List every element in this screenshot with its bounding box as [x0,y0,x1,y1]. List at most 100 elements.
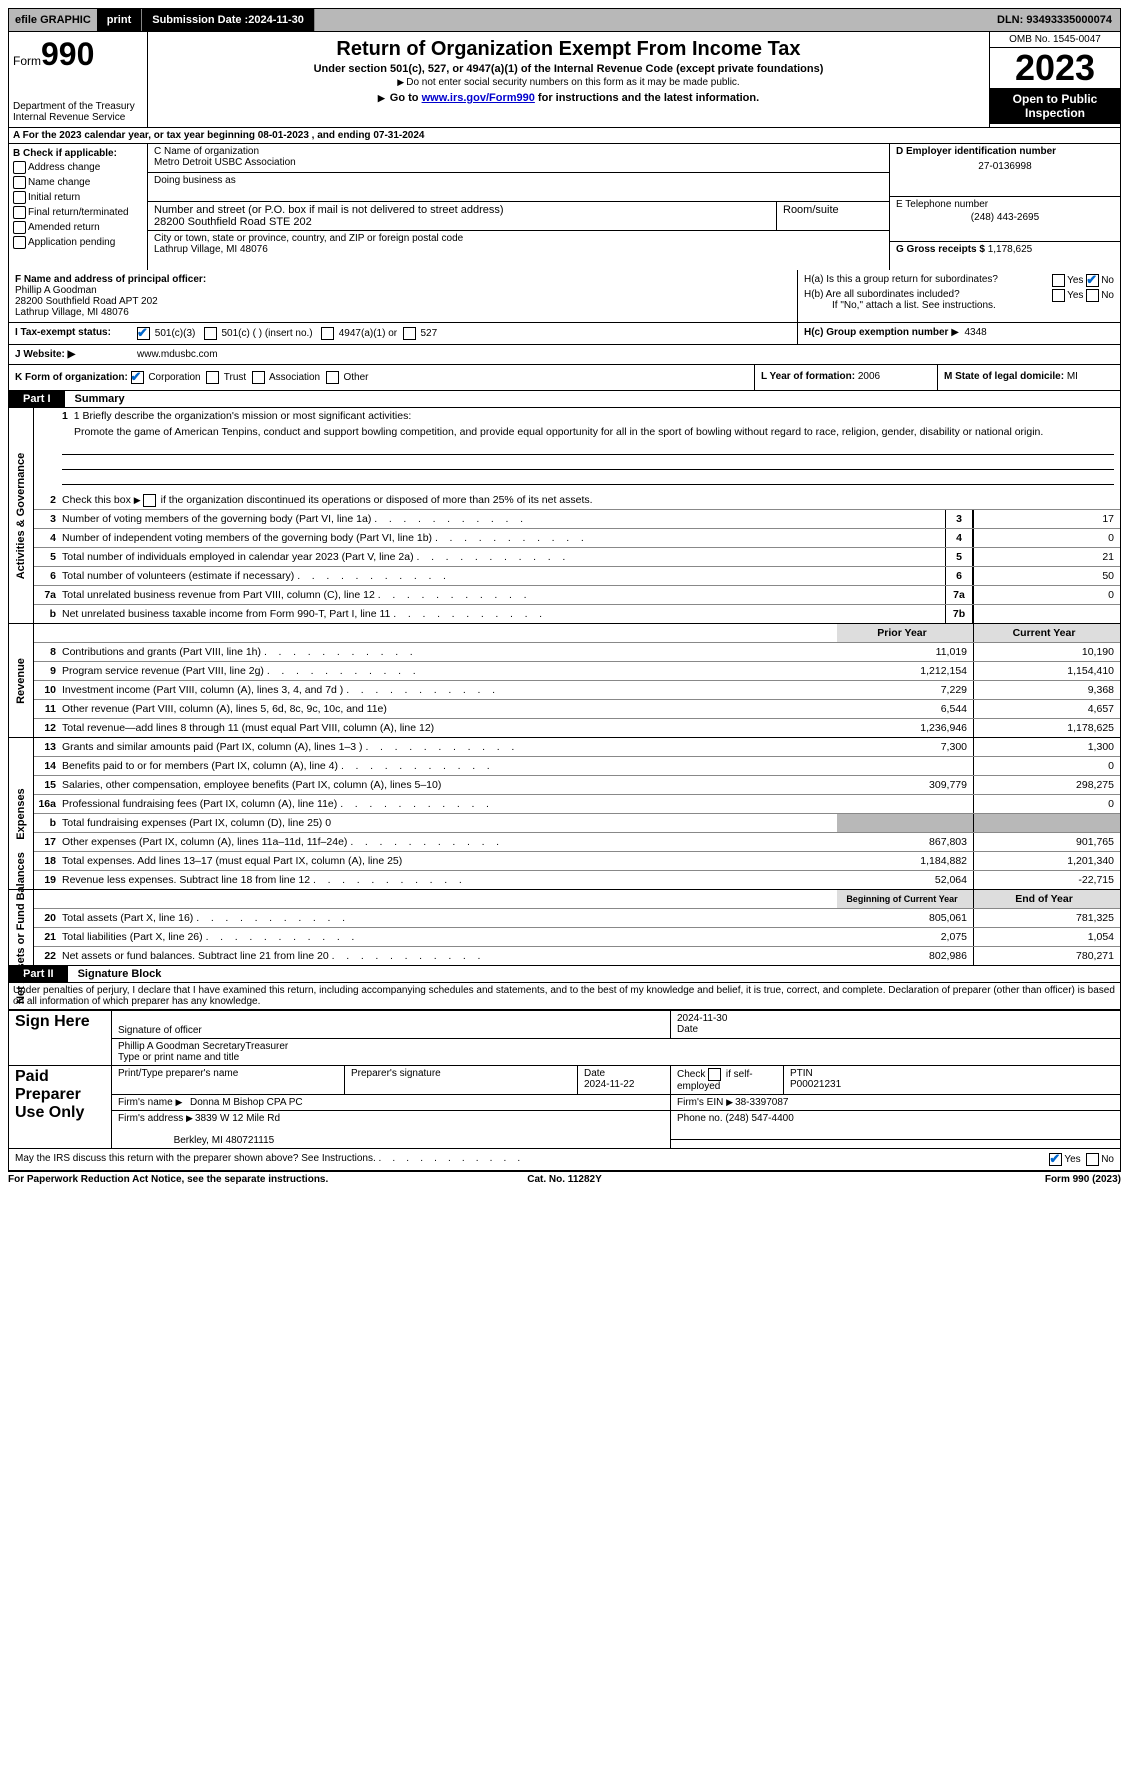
org-name: Metro Detroit USBC Association [154,157,883,168]
row-21: 21Total liabilities (Part X, line 26) 2,… [34,928,1120,947]
vtab-governance: Activities & Governance [9,408,34,623]
chk-address-change[interactable]: Address change [13,161,143,174]
ein-row: D Employer identification number 27-0136… [890,144,1120,197]
part1-tab: Part I [9,391,65,407]
sig-name-row: Phillip A Goodman SecretaryTreasurer Typ… [112,1039,1121,1066]
row-18: 18Total expenses. Add lines 13–17 (must … [34,852,1120,871]
j-label: J Website: ▶ [9,345,131,364]
dept-label: Department of the Treasury Internal Reve… [13,101,143,123]
h-a: H(a) Is this a group return for subordin… [804,274,1114,285]
underline [62,440,1114,455]
row-16b: bTotal fundraising expenses (Part IX, co… [34,814,1120,833]
firm-ein-cell: Firm's EIN 38-3397087 [671,1095,1121,1111]
section-revenue: Revenue Prior Year Current Year 8Contrib… [8,624,1121,738]
gross-receipts: 1,178,625 [988,244,1033,255]
row-10: 10Investment income (Part VIII, column (… [34,681,1120,700]
website-value: www.mdusbc.com [131,345,798,364]
chk-app-pending[interactable]: Application pending [13,236,143,249]
row-22: 22Net assets or fund balances. Subtract … [34,947,1120,965]
preparer-date-cell: Date 2024-11-22 [578,1066,671,1095]
row-7b: bNet unrelated business taxable income f… [34,605,1120,623]
k-form-org: K Form of organization: Corporation Trus… [9,365,754,390]
efile-label: efile GRAPHIC [9,14,97,26]
row-7a: 7aTotal unrelated business revenue from … [34,586,1120,605]
footer-left: For Paperwork Reduction Act Notice, see … [8,1174,379,1185]
form-warning: Do not enter social security numbers on … [156,77,981,88]
part1-title: Summary [65,393,125,405]
net-header: Beginning of Current Year End of Year [34,890,1120,909]
row-4: 4Number of independent voting members of… [34,529,1120,548]
row-5: 5Total number of individuals employed in… [34,548,1120,567]
row-17: 17Other expenses (Part IX, column (A), l… [34,833,1120,852]
part1-header: Part I Summary [8,391,1121,408]
row-13: 13Grants and similar amounts paid (Part … [34,738,1120,757]
row-9: 9Program service revenue (Part VIII, lin… [34,662,1120,681]
firm-name-cell: Firm's name Donna M Bishop CPA PC [112,1095,671,1111]
form-title: Return of Organization Exempt From Incom… [156,38,981,61]
paid-preparer-label: Paid Preparer Use Only [9,1066,112,1149]
col-b-checkboxes: B Check if applicable: Address change Na… [9,144,148,270]
goto-link-row: Go to www.irs.gov/Form990 for instructio… [156,92,981,104]
row-8: 8Contributions and grants (Part VIII, li… [34,643,1120,662]
open-inspection: Open to Public Inspection [990,88,1120,124]
section-net-assets: Net Assets or Fund Balances Beginning of… [8,890,1121,966]
footer-center: Cat. No. 11282Y [379,1174,750,1185]
underline [62,470,1114,485]
group-exemption: 4348 [965,327,987,338]
header-left: Form990 Department of the Treasury Inter… [9,32,148,127]
dln: DLN: 93493335000074 [997,14,1120,26]
part2-title: Signature Block [68,968,162,980]
page-footer: For Paperwork Reduction Act Notice, see … [8,1171,1121,1185]
top-bar: efile GRAPHIC print Submission Date : 20… [8,8,1121,32]
section-expenses: Expenses 13Grants and similar amounts pa… [8,738,1121,890]
l-year: L Year of formation: 2006 [754,365,937,390]
org-name-row: C Name of organization Metro Detroit USB… [148,144,889,173]
form990-link[interactable]: www.irs.gov/Form990 [422,92,535,104]
block-f-h: F Name and address of principal officer:… [8,270,1121,323]
chk-final-return[interactable]: Final return/terminated [13,206,143,219]
i-options: 501(c)(3) 501(c) ( ) (insert no.) 4947(a… [131,323,797,344]
row-k-l-m: K Form of organization: Corporation Trus… [8,365,1121,391]
chk-initial-return[interactable]: Initial return [13,191,143,204]
col-h-group: H(a) Is this a group return for subordin… [797,270,1120,322]
self-employed-cell: Check if self-employed [671,1066,784,1095]
sign-here-label: Sign Here [9,1011,112,1066]
h-c: H(c) Group exemption number ▶ 4348 [797,323,1120,344]
col-deg: D Employer identification number 27-0136… [889,144,1120,270]
officer-name: Phillip A Goodman [15,285,791,296]
row-j: J Website: ▶ www.mdusbc.com [8,345,1121,365]
tax-year: 2023 [990,48,1120,88]
ein-value: 27-0136998 [896,161,1114,172]
city-row: City or town, state or province, country… [148,231,889,259]
mission-label: 1 1 Briefly describe the organization's … [34,408,1120,424]
sig-officer-row: Signature of officer [112,1011,671,1039]
ptin-cell: PTIN P00021231 [784,1066,1121,1095]
firm-phone-cell: Phone no. (248) 547-4400 [671,1111,1121,1140]
chk-amended[interactable]: Amended return [13,221,143,234]
org-city: Lathrup Village, MI 48076 [154,244,883,255]
i-label: I Tax-exempt status: [9,323,131,344]
m-state: M State of legal domicile: MI [937,365,1120,390]
row-11: 11Other revenue (Part VIII, column (A), … [34,700,1120,719]
row-20: 20Total assets (Part X, line 16) 805,061… [34,909,1120,928]
sig-date-row: 2024-11-30 Date [671,1011,1121,1039]
chk-name-change[interactable]: Name change [13,176,143,189]
officer-addr: 28200 Southfield Road APT 202 [15,296,791,307]
underline [62,455,1114,470]
phone-value: (248) 443-2695 [896,212,1114,223]
signature-table: Sign Here Signature of officer 2024-11-3… [8,1010,1121,1149]
b-label: B Check if applicable: [13,148,143,159]
form-header: Form990 Department of the Treasury Inter… [8,32,1121,128]
mission-text: Promote the game of American Tenpins, co… [34,424,1120,440]
room-suite-label: Room/suite [777,202,889,230]
form-number: Form990 [13,36,143,73]
row-2: 2 Check this box if the organization dis… [34,491,1120,510]
phone-row: E Telephone number (248) 443-2695 [890,197,1120,242]
row-12: 12Total revenue—add lines 8 through 11 (… [34,719,1120,737]
print-button[interactable]: print [97,9,142,31]
officer-sig-name: Phillip A Goodman SecretaryTreasurer [118,1041,1114,1052]
header-right: OMB No. 1545-0047 2023 Open to Public In… [989,32,1120,127]
address-row: Number and street (or P.O. box if mail i… [148,202,889,231]
col-f-officer: F Name and address of principal officer:… [9,270,797,322]
section-governance: Activities & Governance 1 1 Briefly desc… [8,408,1121,624]
